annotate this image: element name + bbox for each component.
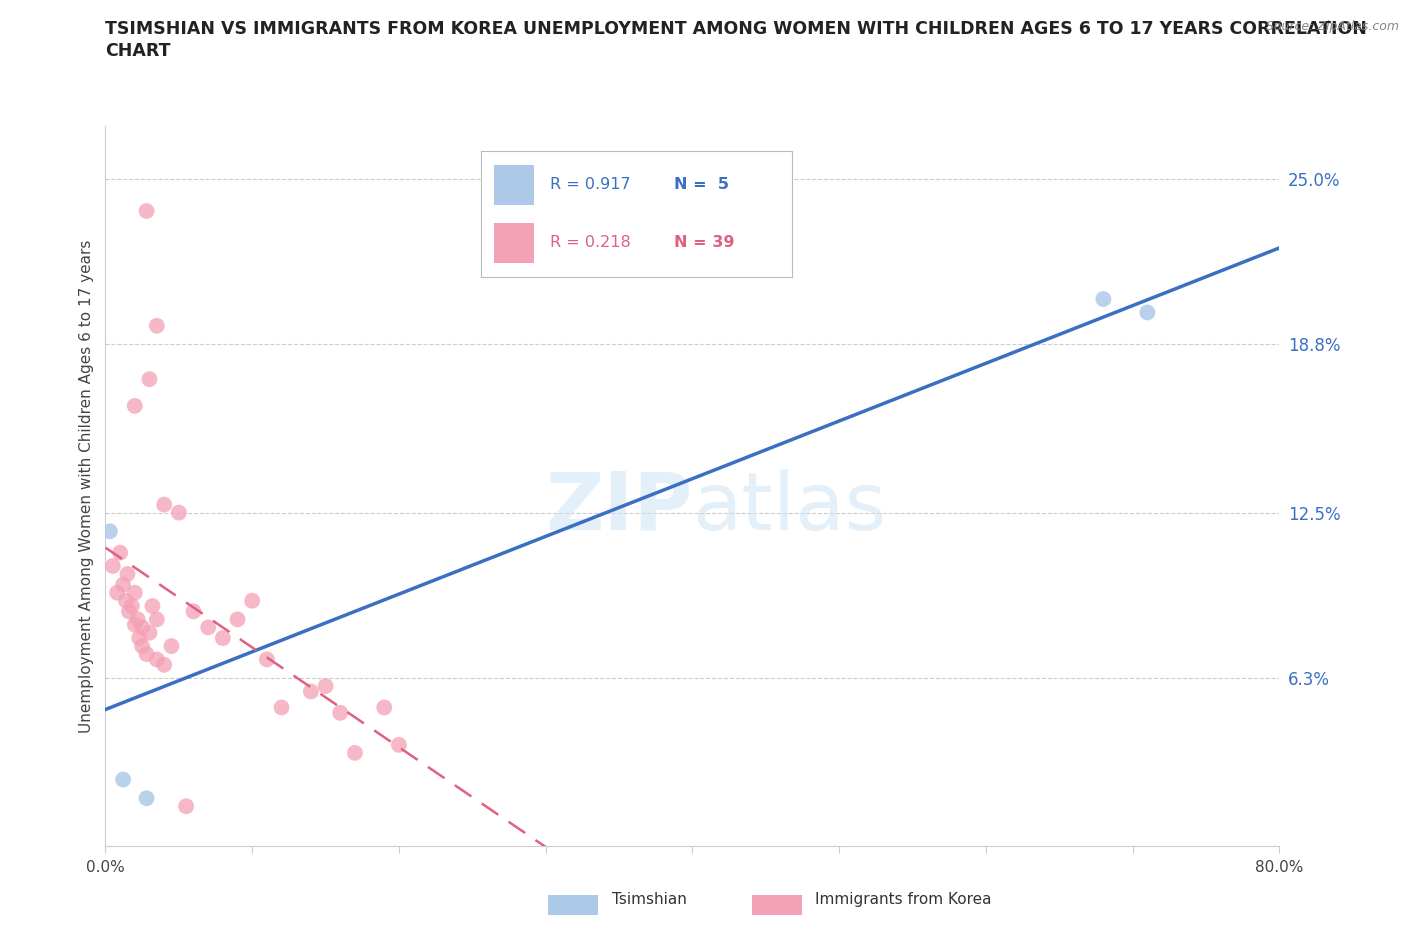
Point [105, 585, 128, 600]
Bar [548, 895, 599, 915]
Point [101, 559, 124, 574]
Point [135, 646, 157, 661]
Point [108, 545, 131, 560]
Point [256, 652, 278, 667]
Text: R = 0.917: R = 0.917 [550, 178, 630, 193]
Text: Tsimshian: Tsimshian [612, 892, 686, 907]
Point [153, 498, 176, 512]
Bar [752, 895, 801, 915]
Point [373, 700, 395, 715]
Point [124, 618, 146, 632]
Point [146, 652, 169, 667]
Point [138, 625, 160, 640]
Point [388, 737, 411, 752]
Point [98, 524, 121, 538]
Text: Immigrants from Korea: Immigrants from Korea [815, 892, 993, 907]
Point [299, 684, 322, 699]
Point [127, 612, 149, 627]
Text: CHART: CHART [105, 42, 172, 60]
Point [131, 620, 153, 635]
Point [183, 604, 205, 618]
Point [124, 585, 146, 600]
Point [167, 505, 190, 520]
Text: Source: ZipAtlas.com: Source: ZipAtlas.com [1265, 20, 1399, 33]
Point [315, 679, 337, 694]
Text: N = 39: N = 39 [673, 235, 734, 250]
Point [343, 746, 366, 761]
Text: ZIP: ZIP [546, 469, 692, 547]
Point [174, 799, 197, 814]
Point [118, 604, 141, 618]
Point [135, 790, 157, 805]
Point [146, 612, 169, 627]
Point [131, 639, 153, 654]
Point [153, 658, 176, 672]
Bar [494, 165, 534, 205]
Point [226, 612, 249, 627]
Y-axis label: Unemployment Among Women with Children Ages 6 to 17 years: Unemployment Among Women with Children A… [79, 239, 94, 733]
Point [112, 578, 135, 592]
Point [211, 631, 233, 645]
Point [128, 631, 150, 645]
Text: R = 0.218: R = 0.218 [550, 235, 630, 250]
Point [1136, 305, 1159, 320]
Bar [494, 222, 534, 263]
Point [146, 318, 169, 333]
Point [329, 705, 352, 720]
Point [121, 599, 143, 614]
Point [240, 593, 263, 608]
Point [160, 639, 183, 654]
Point [270, 700, 292, 715]
Point [138, 372, 160, 387]
Text: atlas: atlas [692, 469, 887, 547]
Text: TSIMSHIAN VS IMMIGRANTS FROM KOREA UNEMPLOYMENT AMONG WOMEN WITH CHILDREN AGES 6: TSIMSHIAN VS IMMIGRANTS FROM KOREA UNEMP… [105, 20, 1367, 38]
Point [115, 593, 138, 608]
Point [135, 204, 157, 219]
Point [124, 398, 146, 413]
Point [112, 772, 135, 787]
Text: N =  5: N = 5 [673, 178, 730, 193]
Point [197, 620, 219, 635]
Point [1092, 292, 1115, 307]
Point [117, 566, 139, 581]
Point [141, 599, 163, 614]
